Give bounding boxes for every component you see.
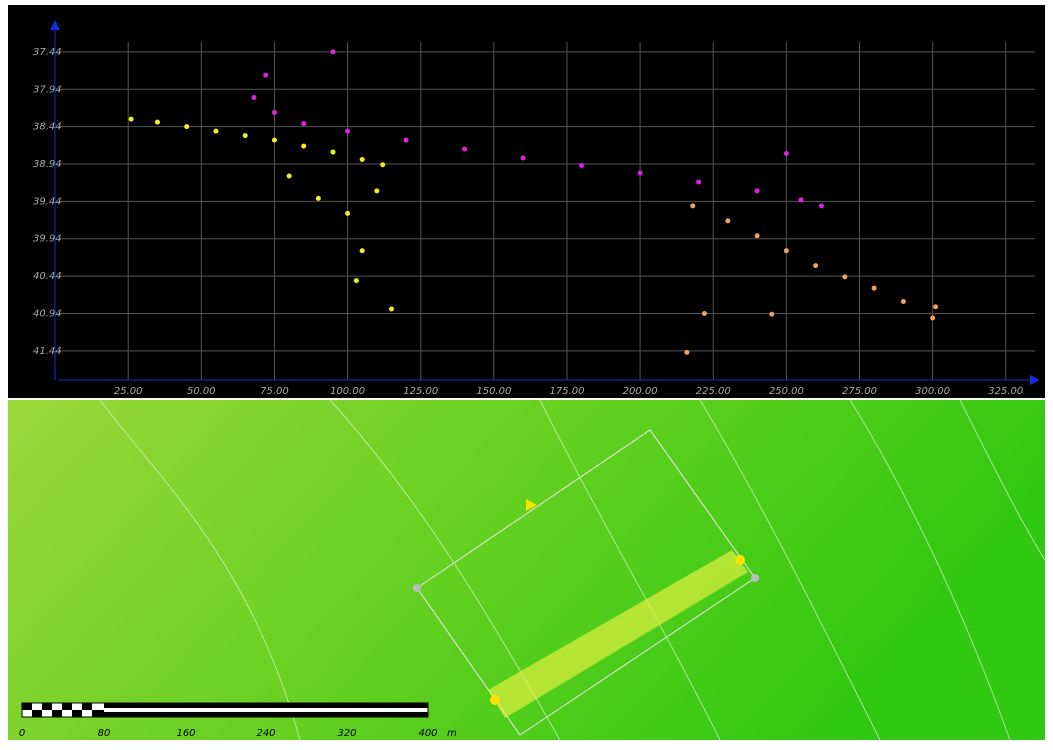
- point: [798, 197, 803, 202]
- point: [263, 73, 268, 78]
- point: [330, 150, 335, 155]
- y-tick-label: 37.94: [33, 84, 62, 95]
- point: [930, 315, 935, 320]
- point: [813, 263, 818, 268]
- scale-label: 160: [176, 728, 195, 739]
- point: [272, 110, 277, 115]
- point: [374, 188, 379, 193]
- point: [360, 157, 365, 162]
- point: [380, 162, 385, 167]
- x-tick-label: 25.00: [114, 386, 143, 397]
- page: 37.44 37.94 38.44 38.94 39.44 39.94 40.44 40.94…: [0, 0, 1053, 750]
- scale-label: 80: [98, 728, 111, 739]
- y-tick-label: 39.94: [33, 234, 62, 245]
- scale-label: 320: [337, 728, 356, 739]
- point: [251, 95, 256, 100]
- x-tick-label: 75.00: [260, 386, 289, 397]
- point: [819, 203, 824, 208]
- point: [287, 173, 292, 178]
- point: [389, 306, 394, 311]
- viewer: 37.44 37.94 38.44 38.94 39.44 39.94 40.44 40.94…: [0, 0, 1053, 746]
- point: [462, 147, 467, 152]
- point: [129, 117, 134, 122]
- point: [684, 350, 689, 355]
- point: [272, 138, 277, 143]
- point: [784, 151, 789, 156]
- y-tick-label: 41.44: [33, 346, 62, 357]
- point: [155, 120, 160, 125]
- point: [345, 129, 350, 134]
- point: [184, 124, 189, 129]
- point: [690, 203, 695, 208]
- point: [842, 274, 847, 279]
- scale-unit: m: [447, 728, 457, 739]
- y-tick-label: 40.44: [33, 271, 62, 282]
- x-tick-label: 300.00: [915, 386, 950, 397]
- point: [769, 312, 774, 317]
- point: [243, 133, 248, 138]
- point: [755, 233, 760, 238]
- x-tick-label: 275.00: [842, 386, 877, 397]
- point: [725, 218, 730, 223]
- x-tick-label: 175.00: [549, 386, 584, 397]
- y-tick-label: 37.44: [33, 47, 62, 58]
- point: [872, 286, 877, 291]
- point: [521, 156, 526, 161]
- x-tick-label: 225.00: [696, 386, 731, 397]
- y-tick-label: 38.44: [33, 122, 62, 133]
- point: [901, 299, 906, 304]
- point: [345, 211, 350, 216]
- point: [301, 121, 306, 126]
- x-tick-label: 125.00: [403, 386, 438, 397]
- point: [404, 138, 409, 143]
- scale-bar: [22, 703, 428, 717]
- x-tick-label: 100.00: [330, 386, 365, 397]
- point: [702, 311, 707, 316]
- point: [330, 49, 335, 54]
- point: [784, 248, 789, 253]
- x-tick-label: 150.00: [476, 386, 511, 397]
- point: [301, 144, 306, 149]
- point: [755, 188, 760, 193]
- point: [696, 179, 701, 184]
- x-tick-label: 325.00: [988, 386, 1023, 397]
- point: [360, 248, 365, 253]
- y-tick-label: 39.44: [33, 196, 62, 207]
- scale-label: 400: [418, 728, 437, 739]
- point: [213, 129, 218, 134]
- point: [933, 304, 938, 309]
- point: [579, 163, 584, 168]
- x-tick-label: 250.00: [769, 386, 804, 397]
- y-tick-label: 40.94: [33, 308, 62, 319]
- point: [354, 278, 359, 283]
- point: [316, 196, 321, 201]
- scale-label: 240: [256, 728, 275, 739]
- x-tick-label: 200.00: [623, 386, 658, 397]
- x-tick-label: 50.00: [187, 386, 216, 397]
- scale-label: 0: [19, 728, 25, 739]
- point: [638, 170, 643, 175]
- y-tick-label: 38.94: [33, 159, 62, 170]
